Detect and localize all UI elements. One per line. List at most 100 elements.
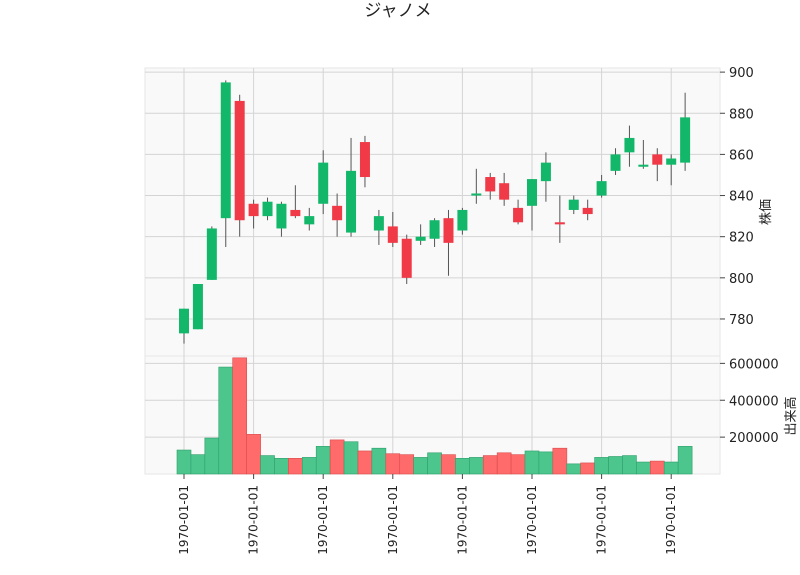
volume-bar <box>566 463 582 475</box>
candle-body <box>652 154 663 165</box>
price-tick-label: 880 <box>729 107 754 122</box>
x-tick-label: 1970-01-01 <box>595 485 609 555</box>
candle-body <box>276 203 287 229</box>
volume-bar <box>288 458 303 475</box>
x-axis-ticks: 1970-01-01 1970-01-01 1970-01-01 1970-01-01… <box>177 474 678 555</box>
x-tick-label: 1970-01-01 <box>455 485 469 555</box>
x-tick-label: 1970-01-01 <box>664 485 678 555</box>
candle-body <box>485 177 496 192</box>
volume-bar <box>246 434 261 475</box>
candle-body <box>499 183 510 200</box>
candle-body <box>332 205 343 221</box>
price-panel-background <box>144 67 721 357</box>
candle-body <box>443 218 454 243</box>
price-tick-label: 900 <box>729 66 754 81</box>
volume-axis-ticks: 200000 400000 600000 <box>720 357 779 446</box>
x-grid <box>183 68 672 474</box>
candle-body <box>373 216 384 231</box>
candle-body <box>401 238 412 278</box>
x-tick-label: 1970-01-01 <box>177 485 191 555</box>
candle-body <box>513 207 524 223</box>
candle-body <box>624 137 635 153</box>
volume-bar <box>204 437 220 475</box>
candle-body <box>220 82 231 219</box>
volume-bar <box>190 454 206 475</box>
price-tick-label: 840 <box>729 190 754 205</box>
x-tick-label: 1970-01-01 <box>386 485 400 555</box>
volume-bar <box>580 462 595 475</box>
candle-body <box>206 228 217 280</box>
candle-body <box>471 193 482 196</box>
price-axis-label: 株価 <box>759 199 774 225</box>
volume-bar <box>413 457 428 475</box>
candle-body <box>666 158 677 165</box>
candle-body <box>290 209 301 217</box>
candle-body <box>359 142 370 178</box>
volume-bar <box>399 454 415 475</box>
volume-bar <box>315 446 331 475</box>
volume-axis-label: 出来高 <box>783 396 799 435</box>
volume-bar <box>357 450 373 475</box>
candle-body <box>415 236 426 241</box>
volume-bar <box>482 455 498 475</box>
volume-bar <box>594 457 609 475</box>
candle-body <box>457 209 468 231</box>
volume-bar <box>218 366 234 475</box>
volume-bar <box>232 357 247 475</box>
x-tick-label: 1970-01-01 <box>525 485 539 555</box>
candle-body <box>346 170 357 233</box>
price-axis-ticks: 780 800 820 840 860 880 900 <box>720 66 754 328</box>
candle-body <box>582 207 593 215</box>
volume-bars <box>176 357 693 475</box>
candle-body <box>527 179 537 206</box>
candle-body <box>554 222 565 225</box>
chart-title: ジャノメ <box>364 1 431 21</box>
candle-body <box>318 162 329 204</box>
volume-bar <box>385 453 401 475</box>
candle-body <box>429 220 440 239</box>
volume-bar <box>538 451 554 475</box>
volume-bar <box>510 454 526 475</box>
volume-bar <box>301 457 317 475</box>
candle-body <box>234 100 245 221</box>
candle-body <box>610 154 621 171</box>
volume-bar <box>636 461 651 475</box>
volume-bar <box>663 461 679 475</box>
price-tick-label: 820 <box>729 231 754 246</box>
volume-bar <box>343 441 359 475</box>
candle-body <box>262 201 273 217</box>
price-tick-label: 860 <box>729 148 754 163</box>
volume-tick-label: 200000 <box>729 431 779 446</box>
price-tick-label: 780 <box>729 313 754 328</box>
candle-body <box>387 226 398 243</box>
volume-bar <box>455 458 470 475</box>
volume-bar <box>649 460 665 475</box>
x-tick-label: 1970-01-01 <box>247 485 261 555</box>
volume-bar <box>524 450 540 475</box>
candles <box>179 80 691 344</box>
volume-bar <box>622 455 637 475</box>
volume-tick-label: 400000 <box>729 394 779 409</box>
volume-bar <box>260 455 275 475</box>
candle-body <box>179 308 189 334</box>
volume-bar <box>441 454 456 475</box>
volume-bar <box>329 439 345 475</box>
price-tick-label: 800 <box>729 272 754 287</box>
x-tick-label: 1970-01-01 <box>316 485 330 555</box>
volume-tick-label: 600000 <box>729 357 779 372</box>
candle-body <box>568 199 579 210</box>
candle-body <box>680 117 691 163</box>
volume-bar <box>608 456 623 475</box>
volume-bar <box>677 446 693 475</box>
volume-bar <box>176 449 192 475</box>
candle-body <box>248 203 259 217</box>
volume-bar <box>496 452 512 475</box>
volume-bar <box>371 447 387 475</box>
volume-bar <box>552 447 568 475</box>
volume-bar <box>427 452 442 475</box>
volume-bar <box>274 458 289 475</box>
candle-body <box>596 181 607 196</box>
candle-body <box>192 284 203 330</box>
volume-bar <box>469 457 484 475</box>
